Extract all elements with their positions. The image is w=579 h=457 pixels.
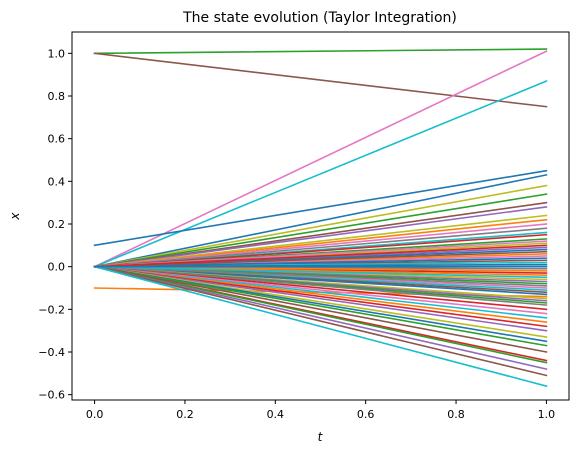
series-layer [93,48,548,388]
axes-frame [71,31,570,401]
x-tick-label: 0.0 [86,408,104,421]
y-tick-label: 0.0 [48,261,66,274]
series-line-55 [93,265,548,377]
tick-layer: 0.0 0.2 0.4 0.6 0.8 1.0 −0.6 −0.4 −0.2 0.0 0.2 0.4 0… [38,47,555,421]
series-line-63 [93,244,548,268]
series-line-6 [93,173,548,268]
axes-background-layer [72,32,569,400]
x-tick-label: 0.2 [176,408,194,421]
y-tick-label: −0.2 [38,303,65,316]
series-line-4 [93,80,548,268]
chart-title: The state evolution (Taylor Integration) [182,10,457,26]
series-line-8 [93,193,548,268]
series-line-7 [93,184,548,268]
x-tick-label: 1.0 [538,408,556,421]
y-tick-label: 0.6 [48,133,66,146]
series-line-61 [93,250,548,268]
y-tick-label: 0.4 [48,175,66,188]
series-line-62 [93,265,548,279]
series-line-47 [93,265,548,332]
series-line-5 [93,169,548,247]
series-line-10 [93,206,548,268]
y-axis-label: x [8,212,22,221]
series-line-56 [93,265,548,388]
y-tick-label: −0.4 [38,346,65,359]
series-line-53 [93,265,548,364]
series-line-57 [93,257,548,268]
x-tick-label: 0.6 [357,408,375,421]
series-line-50 [93,265,548,347]
series-line-1 [93,48,548,55]
y-tick-label: 0.8 [48,90,66,103]
series-line-51 [93,265,548,353]
x-tick-label: 0.8 [447,408,465,421]
series-line-60 [93,265,548,287]
x-axis-label: t [318,430,324,444]
x-tick-label: 0.4 [267,408,285,421]
y-tick-label: −0.6 [38,389,65,402]
y-tick-label: 1.0 [48,47,66,60]
axes-background [72,32,569,400]
axes-frame-layer [71,31,570,401]
series-line-3 [93,50,548,268]
y-tick-label: 0.2 [48,218,66,231]
series-line-2 [93,52,548,108]
series-line-54 [93,265,548,371]
